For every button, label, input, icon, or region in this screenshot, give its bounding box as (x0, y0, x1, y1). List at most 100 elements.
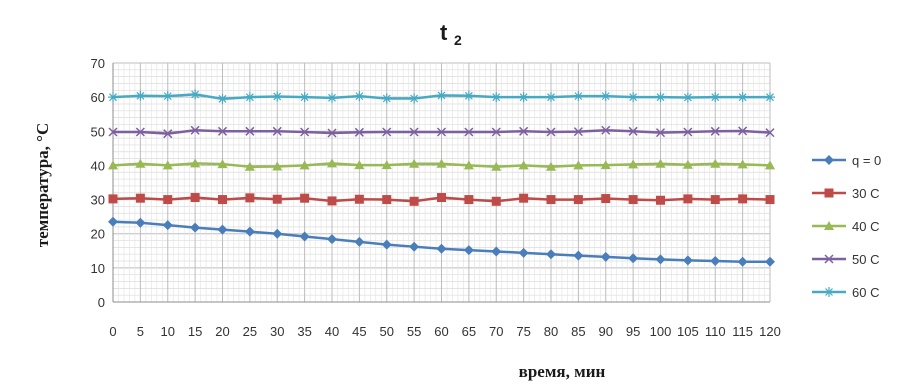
data-point (573, 127, 583, 137)
legend-label: 40 С (852, 219, 879, 234)
data-point (108, 160, 118, 170)
data-point (682, 92, 693, 103)
data-point (190, 89, 201, 100)
data-point (135, 158, 146, 168)
data-point (190, 125, 200, 135)
data-point (546, 161, 556, 171)
data-point (518, 160, 529, 170)
legend-item: q = 0 (812, 153, 881, 168)
data-point (628, 159, 639, 169)
x-tick-label: 0 (109, 324, 116, 339)
chart-title-main: t (440, 20, 448, 45)
series-1 (108, 216, 775, 267)
data-point (217, 159, 228, 169)
legend-marker (824, 221, 834, 230)
data-point (245, 193, 255, 203)
data-point (600, 160, 611, 170)
x-tick-label: 75 (516, 324, 530, 339)
data-point (737, 159, 748, 169)
data-point (573, 250, 584, 261)
data-point (656, 195, 665, 205)
data-point (327, 92, 337, 103)
data-point (409, 158, 420, 168)
data-point (518, 92, 529, 103)
x-tick-label: 20 (215, 324, 229, 339)
data-point (382, 195, 392, 205)
data-point (655, 254, 666, 265)
data-point (272, 91, 283, 102)
y-axis-ticks: 0 10 20 30 40 50 60 70 (91, 56, 105, 310)
data-point (601, 194, 611, 204)
x-tick-label: 90 (599, 324, 613, 339)
data-point (299, 92, 310, 103)
x-tick-label: 30 (270, 324, 284, 339)
data-point (354, 236, 365, 247)
legend-marker (824, 254, 834, 264)
x-tick-label: 105 (677, 324, 699, 339)
data-point (354, 91, 365, 102)
data-point (217, 126, 228, 136)
data-point (738, 126, 748, 136)
data-point (655, 128, 666, 138)
data-point (682, 255, 693, 266)
x-axis-ticks: 0 5 10 15 20 25 30 35 40 45 50 55 60 65 70 75 80 85 90 95 10… (109, 324, 780, 339)
data-point (765, 256, 775, 267)
chart-title-subscript: 2 (454, 32, 462, 48)
data-point (710, 126, 720, 136)
data-point (244, 161, 255, 171)
data-point (382, 127, 392, 137)
data-point (519, 126, 529, 136)
legend-marker (824, 188, 834, 198)
data-point (546, 127, 556, 137)
data-point (546, 249, 556, 260)
y-tick-label: 20 (91, 227, 105, 242)
x-tick-label: 55 (407, 324, 421, 339)
data-point (409, 196, 419, 206)
data-point (135, 90, 146, 101)
data-point (573, 160, 584, 170)
data-point (217, 224, 228, 235)
data-point (628, 126, 638, 136)
data-point (765, 92, 775, 103)
data-point (327, 128, 337, 138)
data-point (409, 127, 419, 137)
legend-item: 50 С (812, 252, 879, 267)
data-point (600, 251, 611, 262)
data-point (600, 91, 611, 102)
x-tick-label: 35 (297, 324, 311, 339)
y-tick-label: 50 (91, 124, 105, 139)
data-point (546, 195, 556, 205)
data-point (710, 92, 721, 103)
data-point (491, 246, 502, 257)
chart-legend: q = 0 30 С 40 С 50 С 60 С (812, 153, 881, 300)
data-point (327, 196, 337, 206)
data-point (573, 195, 583, 205)
legend-label: 30 С (852, 186, 879, 201)
data-point (737, 256, 748, 267)
data-point (299, 160, 310, 170)
data-point (628, 92, 639, 103)
data-point (463, 245, 474, 256)
x-tick-label: 115 (732, 324, 753, 339)
data-point (354, 194, 364, 204)
data-point (108, 216, 118, 227)
data-point (299, 231, 310, 242)
data-point (765, 128, 775, 138)
data-point (628, 253, 639, 264)
x-tick-label: 10 (161, 324, 175, 339)
x-tick-label: 80 (544, 324, 558, 339)
data-point (655, 92, 666, 103)
data-point (655, 158, 666, 168)
data-point (683, 127, 693, 137)
data-point (108, 127, 118, 137)
data-point (272, 126, 282, 136)
data-point (163, 195, 173, 205)
data-point (738, 194, 748, 204)
legend-item: 60 С (812, 285, 879, 300)
y-tick-label: 70 (91, 56, 105, 71)
data-point (162, 220, 173, 231)
data-point (518, 247, 529, 258)
data-point (163, 129, 173, 139)
x-tick-label: 110 (705, 324, 726, 339)
